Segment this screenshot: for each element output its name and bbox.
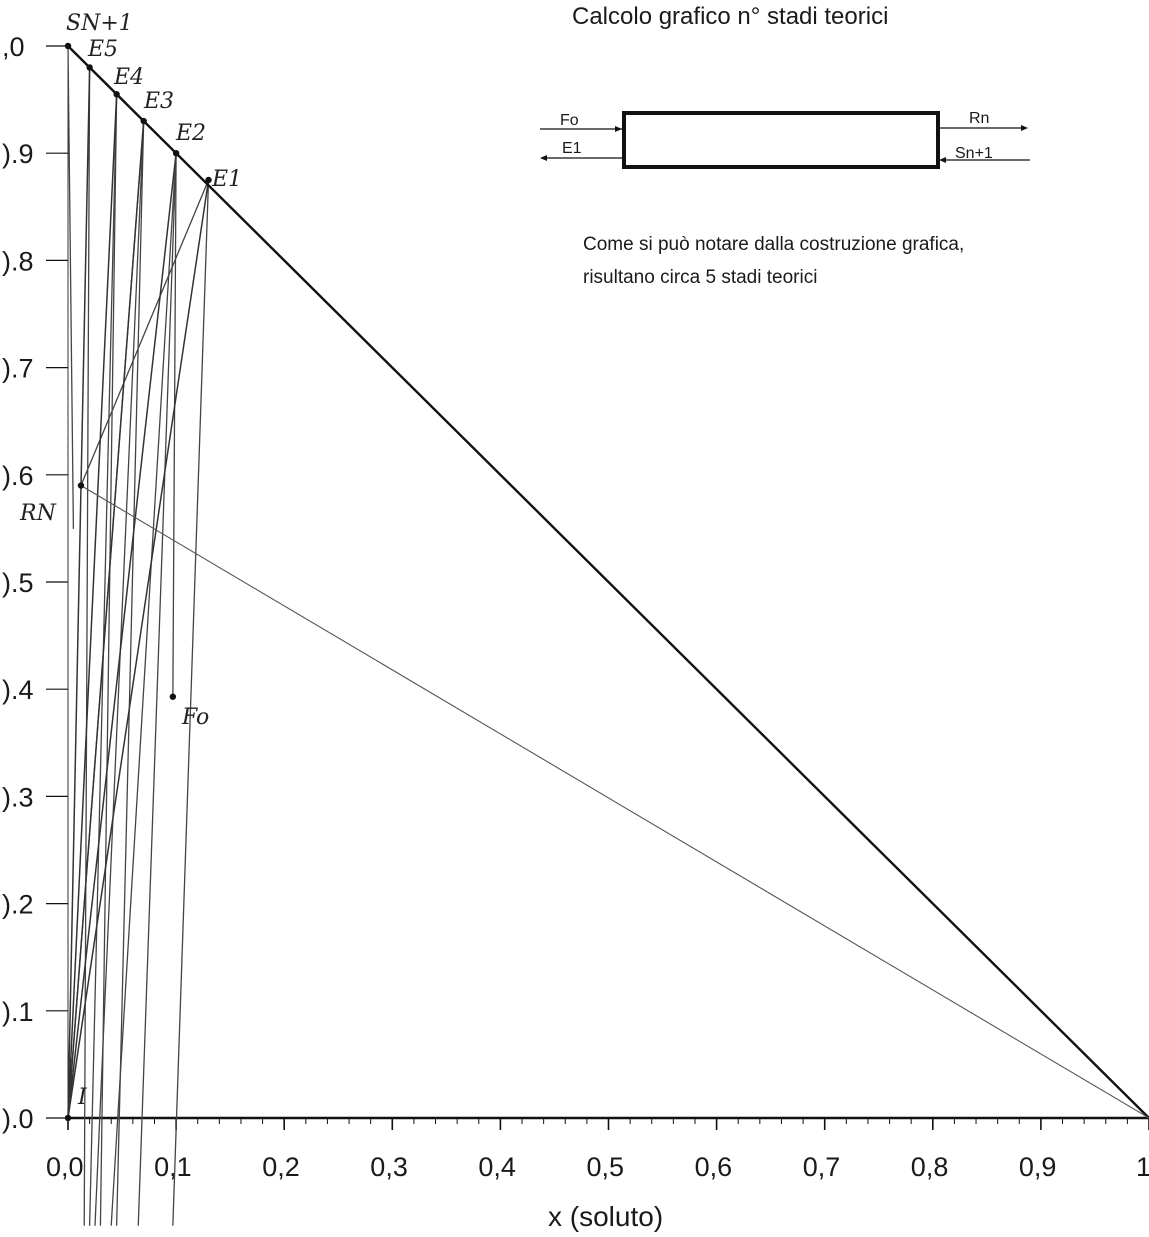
- point-label-i: I: [77, 1085, 88, 1110]
- x-tick-label: 0,5: [587, 1152, 625, 1182]
- stream-diagram: Fo E1 Rn Sn+1: [540, 110, 1030, 169]
- point-label-e5: E5: [87, 37, 118, 62]
- extract-out-arrowhead: [540, 155, 547, 161]
- tie-line: [67, 179, 210, 1119]
- x-tick-label: 0,0: [46, 1152, 84, 1182]
- x-tick-label: 0,2: [262, 1152, 300, 1182]
- y-tick-label: ).4: [2, 675, 34, 705]
- y-tick-label: ).0: [2, 1104, 34, 1134]
- point-label-fo: Fo: [181, 705, 209, 730]
- point-e2: [172, 150, 180, 157]
- tie-lines: [67, 66, 210, 1119]
- x-axis-title: x (soluto): [548, 1201, 663, 1232]
- construction-line: [110, 152, 177, 1226]
- extract-line: [66, 44, 1149, 1120]
- x-axis-tick-labels: 0,0 0,1 0,2 0,3 0,4 0,5 0,6 0,7 0,8 0,9 …: [46, 1152, 1149, 1182]
- point-e4: [113, 91, 120, 98]
- note-line-1: Come si può notare dalla costruzione gra…: [583, 234, 964, 255]
- stream-label-rn: Rn: [969, 110, 989, 127]
- y-tick-label: ).1: [2, 997, 34, 1027]
- y-tick-label: ).8: [2, 246, 34, 276]
- construction-line: [94, 120, 145, 1226]
- tie-line: [67, 66, 91, 1119]
- point-fo: [169, 693, 177, 700]
- point-label-sn1: SN+1: [66, 11, 133, 36]
- construction-line: [80, 179, 210, 487]
- construction-line: [83, 66, 91, 1226]
- y-tick-label: ).5: [2, 568, 34, 598]
- page-title: Calcolo grafico n° stadi teorici: [572, 3, 888, 30]
- solvent-in-arrowhead: [939, 157, 946, 163]
- point-labels: SN+1 E5 E4 E3 E2 E1 RN Fo I: [19, 11, 242, 1110]
- note-line-2: risultano circa 5 stadi teorici: [583, 267, 817, 288]
- construction-line: [137, 152, 177, 1226]
- y-tick-label: ).2: [2, 890, 34, 920]
- main-lines: [66, 44, 1149, 1120]
- tie-line: [67, 120, 145, 1119]
- point-sn1: [64, 42, 72, 50]
- point-e3: [140, 117, 147, 125]
- y-axis-tick-labels: ).0 ).1 ).2 ).3 ).4 ).5 ).6 ).7 ).8 ).9 …: [2, 32, 34, 1134]
- point-label-e3: E3: [143, 89, 174, 114]
- x-tick-label: 0,3: [370, 1152, 408, 1182]
- axes: 0,0 0,1 0,2 0,3 0,4 0,5 0,6 0,7 0,8 0,9 …: [2, 32, 1149, 1232]
- raffinate-out-arrowhead: [1021, 125, 1028, 131]
- stream-label-e1: E1: [562, 140, 582, 157]
- construction-line: [115, 120, 145, 1226]
- y-tick-label: ).9: [2, 139, 34, 169]
- point-label-rn: RN: [19, 501, 57, 526]
- point-label-e4: E4: [113, 65, 144, 90]
- operating-line: [80, 484, 1149, 1119]
- y-tick-label: ).6: [2, 461, 34, 491]
- construction-lines: [67, 45, 210, 1226]
- tie-line: [67, 93, 118, 1119]
- y-tick-label: ,0: [2, 32, 25, 62]
- point-rn: [77, 482, 85, 489]
- construction-line: [67, 45, 75, 530]
- point-markers: [64, 42, 212, 1122]
- x-tick-label: 1: [1136, 1152, 1149, 1182]
- x-tick-label: 0,6: [695, 1152, 733, 1182]
- y-axis-ticks: [46, 45, 68, 1119]
- x-tick-label: 0,8: [911, 1152, 949, 1182]
- stream-label-sn1: Sn+1: [955, 145, 993, 162]
- y-tick-label: ).3: [2, 782, 34, 812]
- x-tick-label: 0,4: [478, 1152, 516, 1182]
- tie-line: [67, 152, 177, 1119]
- point-e1: [205, 176, 212, 184]
- x-tick-label: 0,7: [803, 1152, 841, 1182]
- point-label-e2: E2: [175, 121, 206, 146]
- x-tick-label: 0,1: [154, 1152, 192, 1182]
- stream-label-fo: Fo: [560, 112, 579, 129]
- point-label-e1: E1: [211, 167, 242, 192]
- feed-in-arrowhead: [615, 126, 622, 132]
- construction-line: [172, 179, 210, 1226]
- x-tick-label: 0,9: [1019, 1152, 1057, 1182]
- y-tick-label: ).7: [2, 354, 34, 384]
- point-i: [64, 1114, 72, 1122]
- point-e5: [86, 64, 93, 71]
- construction-line: [172, 152, 177, 698]
- x-axis-ticks: [67, 1118, 1149, 1130]
- stage-box: [622, 111, 940, 169]
